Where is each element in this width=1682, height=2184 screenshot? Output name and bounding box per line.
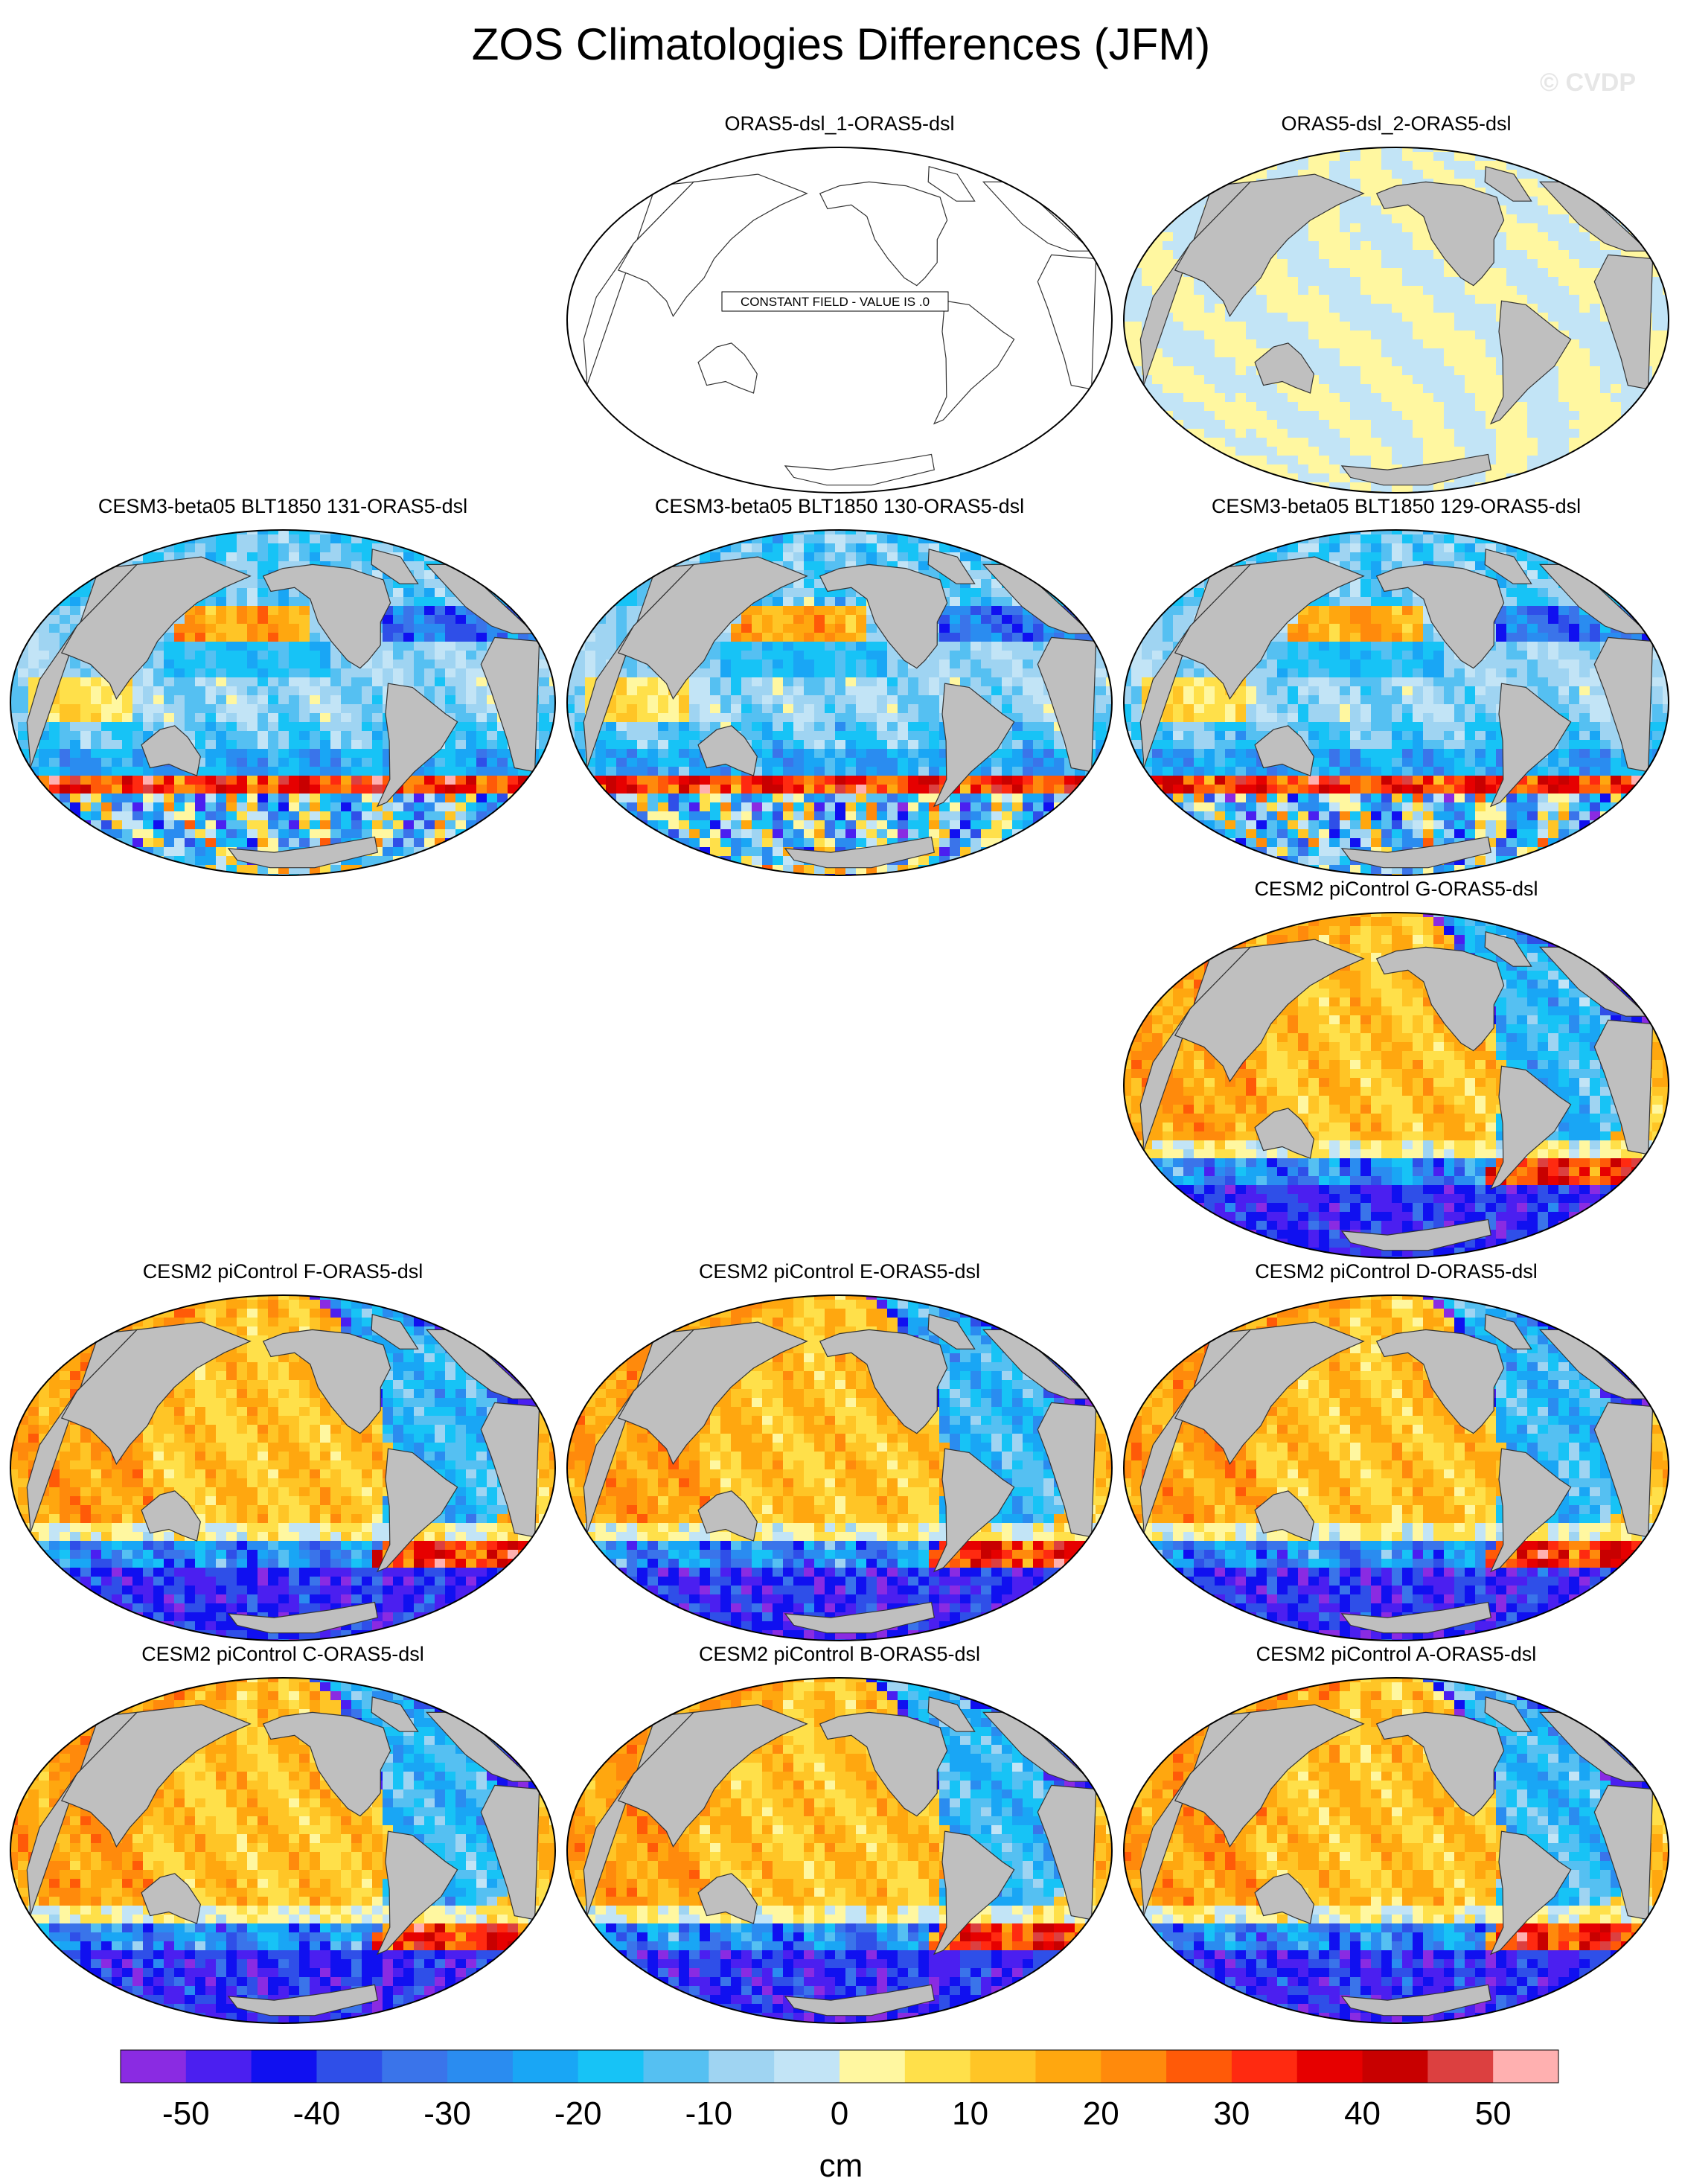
world-map-p12 bbox=[1121, 1673, 1672, 2028]
colorbar-swatch-16 bbox=[1166, 2050, 1232, 2083]
world-map-p01: CONSTANT FIELD - VALUE IS .0 bbox=[564, 143, 1115, 497]
colorbar-tick-label: -50 bbox=[162, 2095, 210, 2132]
colorbar-tick-label: 20 bbox=[1083, 2095, 1119, 2132]
colorbar-swatch-14 bbox=[1035, 2050, 1101, 2083]
world-map-p06 bbox=[1121, 908, 1672, 1262]
panel-title: CESM2 piControl B-ORAS5-dsl bbox=[564, 1641, 1115, 1667]
cvdp-watermark: © CVDP bbox=[1540, 68, 1636, 98]
world-map-p02 bbox=[1121, 143, 1672, 497]
map-panel-p03: CESM3-beta05 BLT1850 131-ORAS5-dsl bbox=[7, 493, 558, 880]
colorbar-swatch-3 bbox=[316, 2050, 382, 2083]
colorbar-swatch-12 bbox=[905, 2050, 970, 2083]
world-map-p04 bbox=[564, 526, 1115, 880]
colorbar-swatch-4 bbox=[382, 2050, 447, 2083]
colorbar-tick-label: -10 bbox=[685, 2095, 733, 2132]
colorbar-swatch-7 bbox=[578, 2050, 644, 2083]
world-map-p08 bbox=[564, 1291, 1115, 1645]
panel-title: CESM2 piControl D-ORAS5-dsl bbox=[1121, 1258, 1672, 1285]
colorbar-swatch-2 bbox=[252, 2050, 317, 2083]
colorbar-swatch-18 bbox=[1297, 2050, 1363, 2083]
map-panel-p02: ORAS5-dsl_2-ORAS5-dsl bbox=[1121, 110, 1672, 497]
colorbar-swatch-1 bbox=[186, 2050, 252, 2083]
world-map-p07 bbox=[7, 1291, 558, 1645]
figure-title: ZOS Climatologies Differences (JFM) bbox=[0, 15, 1682, 74]
map-panel-p08: CESM2 piControl E-ORAS5-dsl bbox=[564, 1258, 1115, 1645]
map-panel-p01: ORAS5-dsl_1-ORAS5-dsl CONSTANT FIELD - VA… bbox=[564, 110, 1115, 497]
map-panel-p09: CESM2 piControl D-ORAS5-dsl bbox=[1121, 1258, 1672, 1645]
map-panel-p07: CESM2 piControl F-ORAS5-dsl bbox=[7, 1258, 558, 1645]
colorbar-swatch-9 bbox=[709, 2050, 774, 2083]
map-panel-p05: CESM3-beta05 BLT1850 129-ORAS5-dsl bbox=[1121, 493, 1672, 880]
panel-title: CESM3-beta05 BLT1850 131-ORAS5-dsl bbox=[7, 493, 558, 520]
colorbar-tick-label: 30 bbox=[1213, 2095, 1250, 2132]
map-panel-p10: CESM2 piControl C-ORAS5-dsl bbox=[7, 1641, 558, 2028]
panel-title: CESM2 piControl G-ORAS5-dsl bbox=[1121, 875, 1672, 902]
colorbar-units-label: cm bbox=[0, 2150, 1682, 2183]
colorbar-swatch-10 bbox=[774, 2050, 840, 2083]
map-panel-p11: CESM2 piControl B-ORAS5-dsl bbox=[564, 1641, 1115, 2028]
colorbar-swatch-17 bbox=[1232, 2050, 1297, 2083]
colorbar-swatch-21 bbox=[1493, 2050, 1558, 2083]
panel-title: CESM2 piControl E-ORAS5-dsl bbox=[564, 1258, 1115, 1285]
colorbar-swatch-19 bbox=[1363, 2050, 1428, 2083]
colorbar-tick-label: 10 bbox=[952, 2095, 988, 2132]
panel-title: CESM3-beta05 BLT1850 130-ORAS5-dsl bbox=[564, 493, 1115, 520]
panel-title: CESM2 piControl A-ORAS5-dsl bbox=[1121, 1641, 1672, 1667]
colorbar-tick-label: -30 bbox=[423, 2095, 471, 2132]
map-panel-p06: CESM2 piControl G-ORAS5-dsl bbox=[1121, 875, 1672, 1262]
colorbar-tick-label: -40 bbox=[293, 2095, 341, 2132]
colorbar-frame bbox=[121, 2050, 1558, 2083]
world-map-p03 bbox=[7, 526, 558, 880]
colorbar-swatch-20 bbox=[1427, 2050, 1493, 2083]
colorbar-swatch-0 bbox=[121, 2050, 186, 2083]
colorbar-tick-label: 40 bbox=[1344, 2095, 1381, 2132]
colorbar-swatch-8 bbox=[644, 2050, 709, 2083]
constant-field-note: CONSTANT FIELD - VALUE IS .0 bbox=[741, 295, 930, 309]
world-map-p05 bbox=[1121, 526, 1672, 880]
colorbar-swatch-15 bbox=[1101, 2050, 1166, 2083]
world-map-p09 bbox=[1121, 1291, 1672, 1645]
panel-title: ORAS5-dsl_1-ORAS5-dsl bbox=[564, 110, 1115, 137]
world-map-p10 bbox=[7, 1673, 558, 2028]
world-map-p11 bbox=[564, 1673, 1115, 2028]
colorbar-swatch-11 bbox=[840, 2050, 905, 2083]
colorbar-swatch-13 bbox=[970, 2050, 1036, 2083]
panel-title: CESM3-beta05 BLT1850 129-ORAS5-dsl bbox=[1121, 493, 1672, 520]
panel-title: CESM2 piControl F-ORAS5-dsl bbox=[7, 1258, 558, 1285]
map-panel-p12: CESM2 piControl A-ORAS5-dsl bbox=[1121, 1641, 1672, 2028]
panel-title: CESM2 piControl C-ORAS5-dsl bbox=[7, 1641, 558, 1667]
colorbar-tick-label: 50 bbox=[1475, 2095, 1512, 2132]
map-panel-p04: CESM3-beta05 BLT1850 130-ORAS5-dsl bbox=[564, 493, 1115, 880]
colorbar-swatch-6 bbox=[513, 2050, 578, 2083]
colorbar-tick-label: -20 bbox=[554, 2095, 602, 2132]
colorbar-swatch-5 bbox=[447, 2050, 513, 2083]
panel-title: ORAS5-dsl_2-ORAS5-dsl bbox=[1121, 110, 1672, 137]
colorbar-tick-label: 0 bbox=[831, 2095, 848, 2132]
